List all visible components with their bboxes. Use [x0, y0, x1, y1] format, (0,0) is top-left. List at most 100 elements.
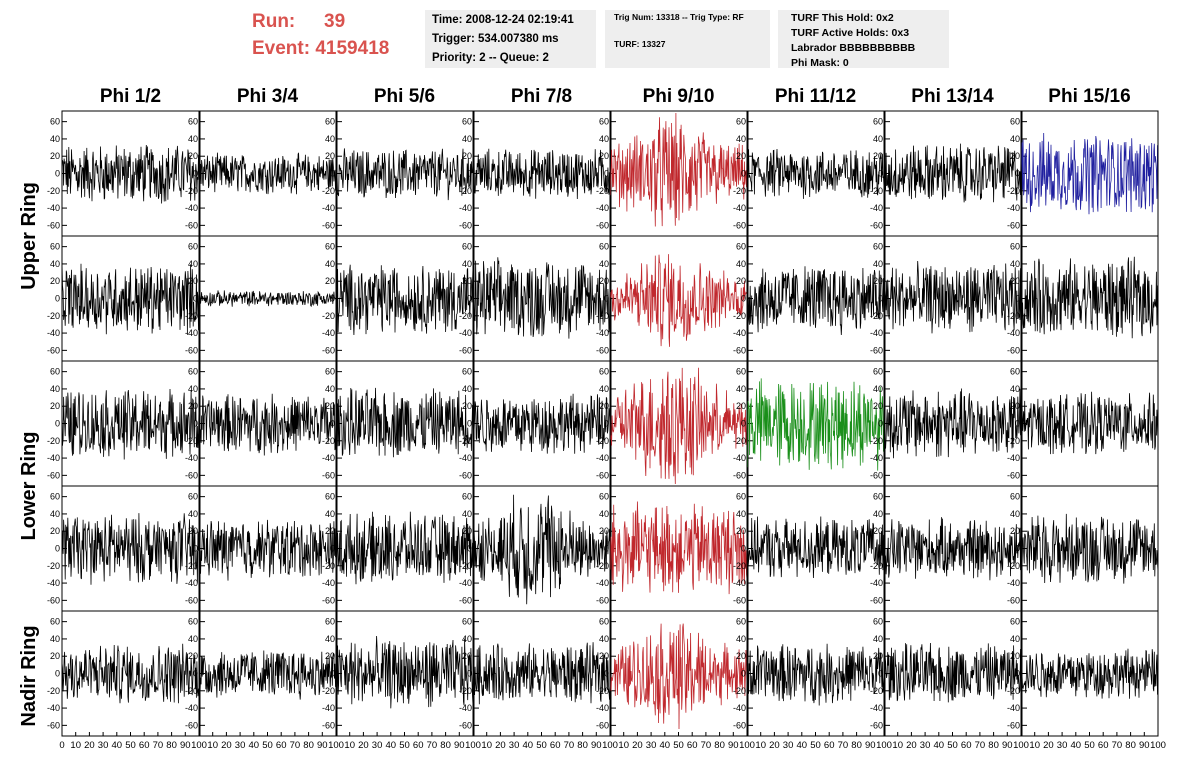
y-tick-label-r1-c5-3: 0 [741, 294, 746, 304]
y-tick-label-r1-c0-3: 0 [55, 294, 60, 304]
waveform-r0-c1 [198, 152, 337, 195]
y-tick-label-r4-c4-2: -20 [596, 686, 609, 696]
y-tick-label-r0-c1-0: -60 [185, 220, 198, 230]
y-tick-label-r4-c6-2: -20 [870, 686, 883, 696]
waveform-r1-c7 [1020, 256, 1159, 339]
x-tick-label-c1-10: 100 [328, 740, 344, 751]
y-tick-label-r4-c3-1: -40 [459, 703, 472, 713]
time-info-box: Time: 2008-12-24 02:19:41 Trigger: 534.0… [425, 10, 596, 68]
y-tick-label-r2-c6-4: 20 [873, 401, 883, 411]
x-tick-label-c0-1: 10 [70, 740, 81, 751]
waveform-r4-c7 [1020, 648, 1159, 699]
y-tick-label-r3-c1-1: -40 [185, 578, 198, 588]
y-tick-label-r1-c3-4: 20 [462, 276, 472, 286]
y-tick-label-r0-c3-5: 40 [462, 134, 472, 144]
waveform-r2-c7 [1020, 391, 1159, 455]
x-tick-label-c2-10: 100 [465, 740, 481, 751]
y-tick-label-r4-c6-0: -60 [870, 720, 883, 730]
y-tick-label-r2-c0-4: 20 [50, 401, 60, 411]
y-tick-label-r1-c2-4: 20 [325, 276, 335, 286]
waveform-r0-c6 [883, 143, 1022, 203]
y-tick-label-r0-c3-4: 20 [462, 151, 472, 161]
x-tick-label-c1-2: 20 [221, 740, 232, 751]
y-tick-label-r2-c2-1: -40 [322, 453, 335, 463]
x-tick-label-c5-3: 30 [783, 740, 794, 751]
y-tick-label-r3-c5-1: -40 [733, 578, 746, 588]
y-tick-label-r2-c2-3: 0 [330, 419, 335, 429]
y-tick-label-r1-c7-3: 0 [1015, 294, 1020, 304]
y-tick-label-r2-c3-0: -60 [459, 470, 472, 480]
waveform-r2-c0 [61, 388, 200, 460]
y-tick-label-r3-c4-1: -40 [596, 578, 609, 588]
y-tick-label-r4-c6-1: -40 [870, 703, 883, 713]
y-tick-label-r4-c6-6: 60 [873, 617, 883, 627]
y-tick-label-r0-c0-2: -20 [47, 186, 60, 196]
waveform-r3-c7 [1020, 513, 1159, 584]
column-header-phi-3-4: Phi 3/4 [236, 86, 299, 107]
y-tick-label-r0-c0-1: -40 [47, 203, 60, 213]
y-tick-label-r0-c0-0: -60 [47, 220, 60, 230]
y-tick-label-r0-c4-2: -20 [596, 186, 609, 196]
y-tick-label-r0-c4-4: 20 [599, 151, 609, 161]
y-tick-label-r1-c4-3: 0 [604, 294, 609, 304]
y-tick-label-r0-c4-3: 0 [604, 169, 609, 179]
y-tick-label-r0-c0-6: 60 [50, 117, 60, 127]
y-tick-label-r2-c6-2: -20 [870, 436, 883, 446]
column-header-phi-5-6: Phi 5/6 [373, 86, 436, 107]
column-header-phi-9-10: Phi 9/10 [642, 86, 715, 107]
waveform-r2-c2 [335, 387, 474, 458]
y-tick-label-r1-c7-6: 60 [1010, 242, 1020, 252]
y-tick-label-r3-c2-5: 40 [325, 509, 335, 519]
y-tick-label-r2-c1-2: -20 [185, 436, 198, 446]
y-tick-label-r3-c3-2: -20 [459, 561, 472, 571]
y-tick-label-r2-c2-0: -60 [322, 470, 335, 480]
x-tick-label-c5-2: 20 [769, 740, 780, 751]
y-tick-label-r1-c6-6: 60 [873, 242, 883, 252]
x-tick-label-c4-4: 40 [660, 740, 671, 751]
y-tick-label-r4-c0-1: -40 [47, 703, 60, 713]
y-tick-label-r4-c3-3: 0 [467, 669, 472, 679]
y-tick-label-r0-c4-1: -40 [596, 203, 609, 213]
y-tick-label-r4-c7-1: -40 [1007, 703, 1020, 713]
y-tick-label-r0-c6-3: 0 [878, 169, 883, 179]
column-header-phi-13-14: Phi 13/14 [911, 86, 994, 107]
y-tick-label-r1-c3-1: -40 [459, 328, 472, 338]
y-tick-label-r0-c4-5: 40 [599, 134, 609, 144]
y-tick-label-r2-c3-3: 0 [467, 419, 472, 429]
x-tick-label-c3-3: 30 [509, 740, 520, 751]
x-tick-label-c0-6: 60 [139, 740, 150, 751]
x-tick-label-c4-10: 100 [739, 740, 755, 751]
y-tick-label-r4-c0-4: 20 [50, 651, 60, 661]
x-tick-label-c4-7: 70 [701, 740, 712, 751]
x-tick-label-c6-4: 40 [934, 740, 945, 751]
y-tick-label-r3-c7-4: 20 [1010, 526, 1020, 536]
x-tick-label-c1-9: 90 [317, 740, 328, 751]
y-tick-label-r2-c6-5: 40 [873, 384, 883, 394]
waveform-r1-c0 [61, 261, 200, 335]
y-tick-label-r1-c6-0: -60 [870, 345, 883, 355]
y-tick-label-r2-c5-6: 60 [736, 367, 746, 377]
trig-info-box: Trig Num: 13318 -- Trig Type: RF TURF: 1… [605, 10, 770, 68]
time-text: Time: 2008-12-24 02:19:41 [432, 14, 574, 26]
x-tick-label-c4-8: 80 [714, 740, 725, 751]
y-tick-label-r0-c7-1: -40 [1007, 203, 1020, 213]
y-tick-label-r1-c1-3: 0 [193, 294, 198, 304]
y-tick-label-r4-c6-3: 0 [878, 669, 883, 679]
x-tick-label-c0-2: 20 [84, 740, 95, 751]
y-tick-label-r2-c5-3: 0 [741, 419, 746, 429]
y-tick-label-r2-c2-2: -20 [322, 436, 335, 446]
event-value: 4159418 [315, 38, 390, 59]
x-tick-label-c5-8: 80 [851, 740, 862, 751]
turf-info-box: TURF This Hold: 0x2 TURF Active Holds: 0… [778, 10, 949, 69]
y-tick-label-r2-c7-1: -40 [1007, 453, 1020, 463]
y-tick-label-r3-c0-4: 20 [50, 526, 60, 536]
x-tick-label-c6-10: 100 [1013, 740, 1029, 751]
y-tick-label-r4-c5-0: -60 [733, 720, 746, 730]
x-tick-label-c6-9: 90 [1002, 740, 1013, 751]
turf-this-hold-text: TURF This Hold: 0x2 [791, 12, 894, 24]
x-tick-label-c0-8: 80 [166, 740, 177, 751]
y-tick-label-r2-c0-6: 60 [50, 367, 60, 377]
y-tick-label-r0-c3-2: -20 [459, 186, 472, 196]
y-tick-label-r2-c3-2: -20 [459, 436, 472, 446]
